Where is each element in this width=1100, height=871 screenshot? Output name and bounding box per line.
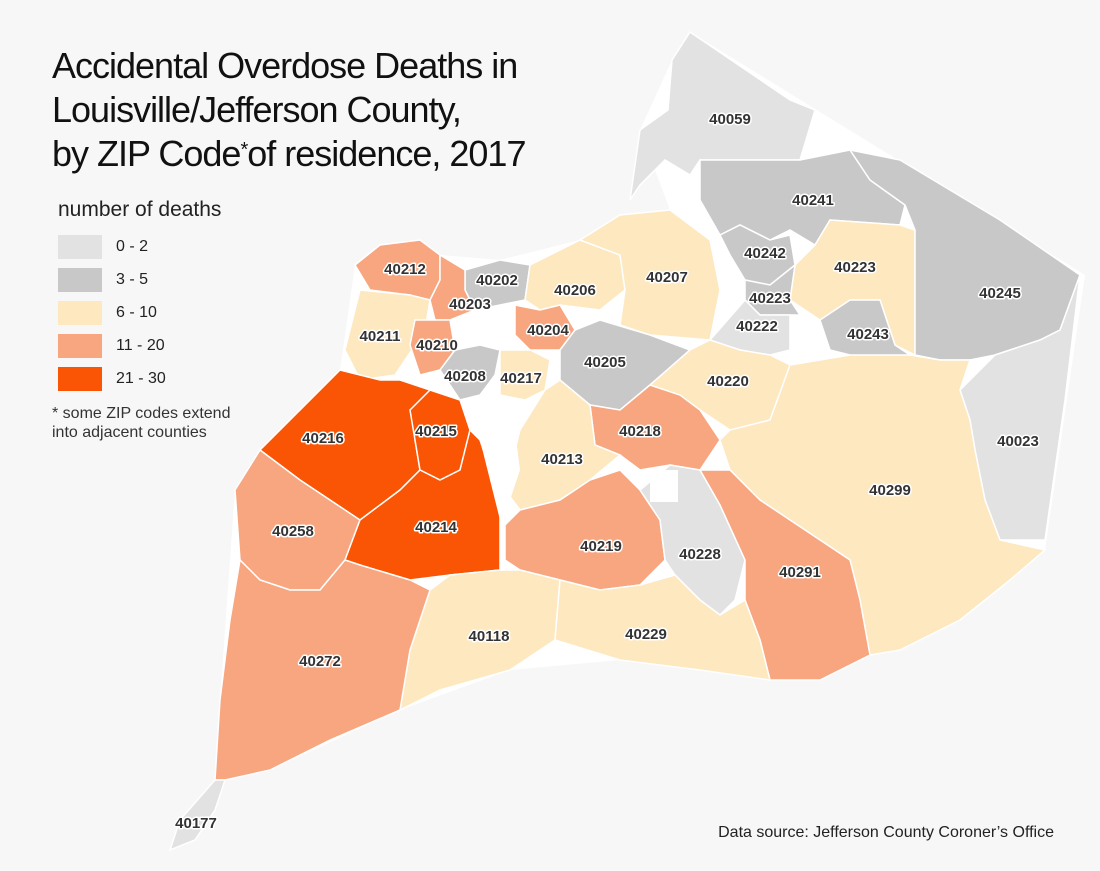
zip-label-40023: 40023 [997,433,1039,450]
zip-region-40220 [648,339,791,431]
legend-swatch [58,333,102,358]
zip-region-40291 [698,469,871,681]
zip-label-40211: 40211 [360,328,401,345]
zip-label-40245: 40245 [979,285,1021,302]
title-line-3b: of residence, 2017 [247,133,526,174]
zip-region-40229 [554,574,771,681]
legend-label: 21 - 30 [116,369,166,387]
zip-label-40215: 40215 [415,423,457,440]
zip-label-40206: 40206 [554,282,596,299]
data-source: Data source: Jefferson County Coroner’s … [718,824,1054,841]
zip-label-40229: 40229 [625,626,667,643]
zip-label-40213: 40213 [541,451,583,468]
legend-item: 21 - 30 [58,362,221,395]
zip-label-40202: 40202 [476,272,518,289]
zip-label-40220: 40220 [707,373,749,390]
zip-label-40214: 40214 [415,519,457,536]
map-title: Accidental Overdose Deaths in Louisville… [52,44,612,176]
zip-label-40205: 40205 [584,354,626,371]
zip-label-40223: 40223 [749,290,791,307]
zip-label-40243: 40243 [847,326,889,343]
legend-item: 11 - 20 [58,329,221,362]
title-line-3a: by ZIP Code [52,133,241,174]
legend-swatch [58,300,102,325]
zip-label-40210: 40210 [416,337,458,354]
zip-label-40118: 40118 [469,628,510,645]
zip-label-40204: 40204 [527,322,569,339]
title-line-2: Louisville/Jefferson County, [52,89,462,130]
zip-label-40242: 40242 [744,245,786,262]
zip-label-40059: 40059 [709,111,751,128]
legend-label: 6 - 10 [116,303,157,321]
zip-label-40218: 40218 [619,423,661,440]
title-line-3: by ZIP Code*of residence, 2017 [52,132,612,176]
zip-label-40177: 40177 [175,815,217,832]
legend-label: 0 - 2 [116,237,149,255]
legend-label: 3 - 5 [116,270,149,288]
white-enclave [650,470,678,502]
zip-label-40223: 40223 [834,259,876,276]
zip-region-40213 [504,379,622,511]
zip-region-40208 [439,344,501,401]
legend-label: 11 - 20 [116,336,165,354]
zip-label-40219: 40219 [580,538,622,555]
zip-label-40291: 40291 [779,564,821,581]
legend-title: number of deaths [58,198,222,221]
legend-swatch [58,267,102,292]
legend-item: 6 - 10 [58,296,221,329]
legend-item: 3 - 5 [58,263,221,296]
legend-swatch [58,234,102,259]
title-asterisk: * [240,139,248,161]
footnote: * some ZIP codes extend into adjacent co… [52,405,231,441]
zip-label-40208: 40208 [444,368,486,385]
zip-label-40272: 40272 [299,653,341,670]
zip-label-40217: 40217 [500,370,542,387]
zip-label-40212: 40212 [384,261,426,278]
zip-region-40228 [639,464,746,616]
zip-label-40299: 40299 [869,482,911,499]
zip-label-40258: 40258 [272,523,314,540]
zip-label-40222: 40222 [736,318,778,335]
zip-region-40059 [629,30,816,201]
river-strip [480,390,520,520]
zip-region-40177 [168,779,227,852]
zip-label-40216: 40216 [302,430,344,447]
zip-label-40241: 40241 [792,192,834,209]
zip-label-40228: 40228 [679,546,721,563]
zip-region-40272 [214,558,431,781]
legend-item: 0 - 2 [58,230,221,263]
zip-label-40203: 40203 [449,296,491,313]
zip-label-40207: 40207 [646,269,688,286]
legend: number of deaths 0 - 2 3 - 5 6 - 10 11 -… [58,198,221,395]
legend-swatch [58,366,102,391]
title-line-1: Accidental Overdose Deaths in [52,45,518,86]
